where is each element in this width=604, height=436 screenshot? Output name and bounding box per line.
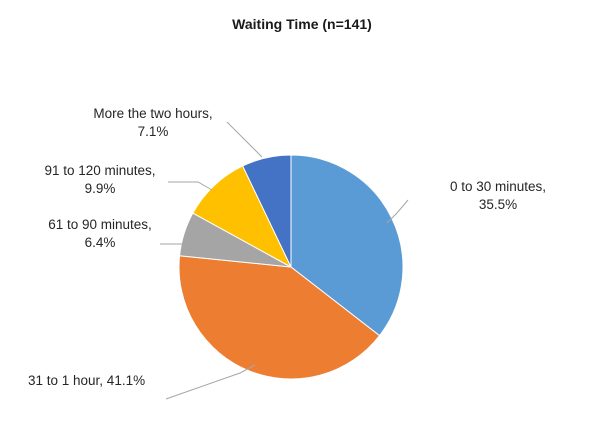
leader-line-0 bbox=[386, 199, 409, 224]
leader-line-1 bbox=[165, 364, 256, 400]
chart-title: Waiting Time (n=141) bbox=[232, 16, 372, 32]
slice-label-0: 0 to 30 minutes, 35.5% bbox=[450, 179, 546, 212]
slice-label-4: More the two hours, 7.1% bbox=[93, 106, 212, 139]
leader-line-4 bbox=[226, 121, 263, 158]
pie-slice-4 bbox=[242, 154, 292, 268]
slice-label-3: 91 to 120 minutes, 9.9% bbox=[44, 163, 155, 196]
pie-slice-1 bbox=[178, 255, 381, 380]
leader-line-3 bbox=[168, 181, 213, 191]
pie-slice-0 bbox=[290, 154, 404, 337]
slice-label-2: 61 to 90 minutes, 6.4% bbox=[48, 217, 152, 250]
slice-label-1: 31 to 1 hour, 41.1% bbox=[28, 373, 145, 388]
